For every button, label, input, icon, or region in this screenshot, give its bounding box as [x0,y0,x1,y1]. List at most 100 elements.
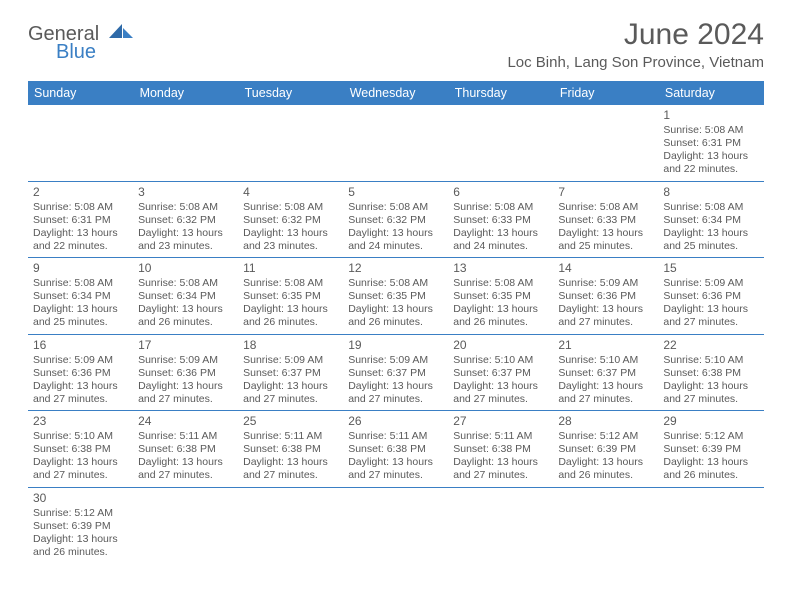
sunset-text: Sunset: 6:39 PM [663,443,758,456]
calendar-cell: 30Sunrise: 5:12 AMSunset: 6:39 PMDayligh… [28,487,133,563]
sunrise-text: Sunrise: 5:08 AM [243,201,338,214]
calendar-cell: 5Sunrise: 5:08 AMSunset: 6:32 PMDaylight… [343,181,448,258]
sunrise-text: Sunrise: 5:08 AM [33,277,128,290]
day-number: 2 [33,185,128,200]
sunrise-text: Sunrise: 5:08 AM [453,201,548,214]
day-number: 1 [663,108,758,123]
daylight-text: Daylight: 13 hours and 26 minutes. [243,303,338,329]
daylight-text: Daylight: 13 hours and 27 minutes. [243,380,338,406]
day-number: 4 [243,185,338,200]
calendar-cell: 4Sunrise: 5:08 AMSunset: 6:32 PMDaylight… [238,181,343,258]
daylight-text: Daylight: 13 hours and 25 minutes. [33,303,128,329]
calendar-cell: 19Sunrise: 5:09 AMSunset: 6:37 PMDayligh… [343,334,448,411]
daylight-text: Daylight: 13 hours and 26 minutes. [558,456,653,482]
weekday-tuesday: Tuesday [238,81,343,105]
daylight-text: Daylight: 13 hours and 27 minutes. [33,380,128,406]
sunset-text: Sunset: 6:31 PM [33,214,128,227]
calendar-cell [343,105,448,181]
daylight-text: Daylight: 13 hours and 27 minutes. [243,456,338,482]
sunrise-text: Sunrise: 5:08 AM [33,201,128,214]
sunrise-text: Sunrise: 5:11 AM [348,430,443,443]
sunrise-text: Sunrise: 5:10 AM [558,354,653,367]
month-title: June 2024 [507,18,764,52]
day-number: 17 [138,338,233,353]
sunset-text: Sunset: 6:34 PM [33,290,128,303]
daylight-text: Daylight: 13 hours and 24 minutes. [453,227,548,253]
calendar-row: 1Sunrise: 5:08 AMSunset: 6:31 PMDaylight… [28,105,764,181]
calendar-cell [133,105,238,181]
day-number: 12 [348,261,443,276]
calendar-cell: 11Sunrise: 5:08 AMSunset: 6:35 PMDayligh… [238,258,343,335]
daylight-text: Daylight: 13 hours and 26 minutes. [663,456,758,482]
daylight-text: Daylight: 13 hours and 25 minutes. [558,227,653,253]
sunrise-text: Sunrise: 5:11 AM [243,430,338,443]
calendar-cell [448,487,553,563]
daylight-text: Daylight: 13 hours and 27 minutes. [558,380,653,406]
sunset-text: Sunset: 6:32 PM [348,214,443,227]
sunrise-text: Sunrise: 5:09 AM [663,277,758,290]
weekday-header-row: Sunday Monday Tuesday Wednesday Thursday… [28,81,764,105]
day-number: 25 [243,414,338,429]
title-block: June 2024 Loc Binh, Lang Son Province, V… [507,18,764,71]
day-number: 24 [138,414,233,429]
day-number: 20 [453,338,548,353]
calendar-cell: 2Sunrise: 5:08 AMSunset: 6:31 PMDaylight… [28,181,133,258]
sunset-text: Sunset: 6:35 PM [453,290,548,303]
sunset-text: Sunset: 6:34 PM [138,290,233,303]
day-number: 8 [663,185,758,200]
calendar-cell: 1Sunrise: 5:08 AMSunset: 6:31 PMDaylight… [658,105,763,181]
sunset-text: Sunset: 6:37 PM [243,367,338,380]
calendar-cell [28,105,133,181]
calendar-cell: 14Sunrise: 5:09 AMSunset: 6:36 PMDayligh… [553,258,658,335]
sunset-text: Sunset: 6:38 PM [453,443,548,456]
sunset-text: Sunset: 6:32 PM [138,214,233,227]
daylight-text: Daylight: 13 hours and 26 minutes. [138,303,233,329]
location-text: Loc Binh, Lang Son Province, Vietnam [507,54,764,71]
daylight-text: Daylight: 13 hours and 23 minutes. [243,227,338,253]
daylight-text: Daylight: 13 hours and 27 minutes. [453,456,548,482]
day-number: 29 [663,414,758,429]
day-number: 18 [243,338,338,353]
sunrise-text: Sunrise: 5:09 AM [33,354,128,367]
day-number: 16 [33,338,128,353]
sunset-text: Sunset: 6:39 PM [33,520,128,533]
sunset-text: Sunset: 6:36 PM [138,367,233,380]
sunrise-text: Sunrise: 5:11 AM [138,430,233,443]
weekday-monday: Monday [133,81,238,105]
sunset-text: Sunset: 6:34 PM [663,214,758,227]
calendar-cell [238,487,343,563]
calendar-row: 9Sunrise: 5:08 AMSunset: 6:34 PMDaylight… [28,258,764,335]
daylight-text: Daylight: 13 hours and 27 minutes. [663,380,758,406]
calendar-cell: 23Sunrise: 5:10 AMSunset: 6:38 PMDayligh… [28,411,133,488]
day-number: 9 [33,261,128,276]
sunset-text: Sunset: 6:38 PM [33,443,128,456]
sunrise-text: Sunrise: 5:08 AM [558,201,653,214]
sunset-text: Sunset: 6:35 PM [348,290,443,303]
calendar-cell: 16Sunrise: 5:09 AMSunset: 6:36 PMDayligh… [28,334,133,411]
day-number: 11 [243,261,338,276]
sunrise-text: Sunrise: 5:08 AM [453,277,548,290]
calendar-cell: 29Sunrise: 5:12 AMSunset: 6:39 PMDayligh… [658,411,763,488]
sunset-text: Sunset: 6:37 PM [348,367,443,380]
sunrise-text: Sunrise: 5:08 AM [348,277,443,290]
weekday-thursday: Thursday [448,81,553,105]
daylight-text: Daylight: 13 hours and 27 minutes. [348,456,443,482]
calendar-row: 23Sunrise: 5:10 AMSunset: 6:38 PMDayligh… [28,411,764,488]
day-number: 30 [33,491,128,506]
sunrise-text: Sunrise: 5:09 AM [243,354,338,367]
sunrise-text: Sunrise: 5:11 AM [453,430,548,443]
weekday-wednesday: Wednesday [343,81,448,105]
weekday-friday: Friday [553,81,658,105]
calendar-cell [553,487,658,563]
calendar-page: General Blue June 2024 Loc Binh, Lang So… [0,0,792,563]
daylight-text: Daylight: 13 hours and 27 minutes. [33,456,128,482]
calendar-cell: 21Sunrise: 5:10 AMSunset: 6:37 PMDayligh… [553,334,658,411]
sunset-text: Sunset: 6:36 PM [33,367,128,380]
day-number: 23 [33,414,128,429]
sunset-text: Sunset: 6:36 PM [558,290,653,303]
sunset-text: Sunset: 6:33 PM [558,214,653,227]
daylight-text: Daylight: 13 hours and 22 minutes. [663,150,758,176]
calendar-cell: 7Sunrise: 5:08 AMSunset: 6:33 PMDaylight… [553,181,658,258]
calendar-row: 30Sunrise: 5:12 AMSunset: 6:39 PMDayligh… [28,487,764,563]
day-number: 21 [558,338,653,353]
